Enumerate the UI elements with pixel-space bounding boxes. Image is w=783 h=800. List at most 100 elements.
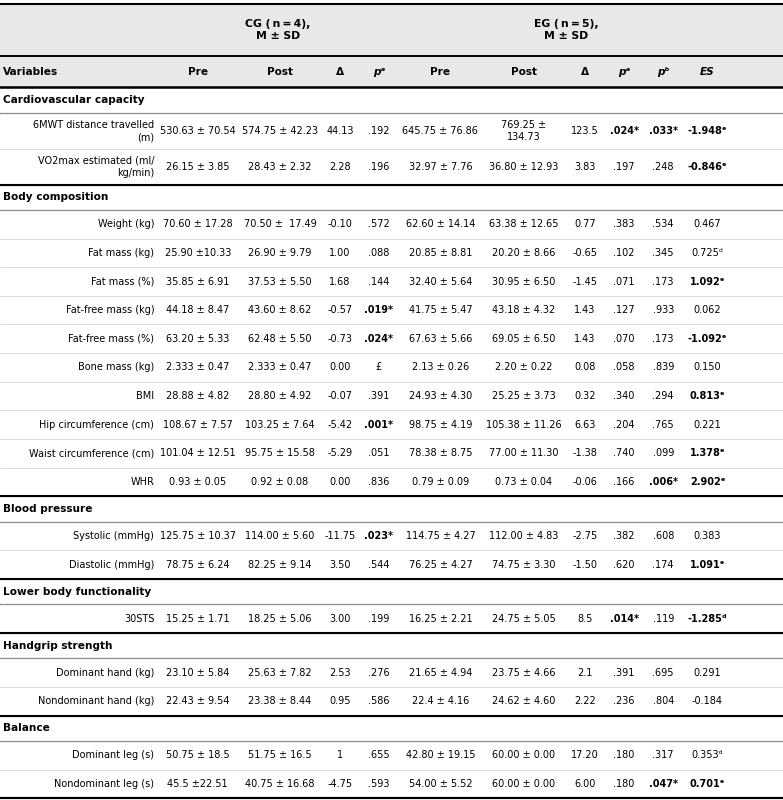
Text: 42.80 ± 19.15: 42.80 ± 19.15	[406, 750, 475, 761]
Text: 54.00 ± 5.52: 54.00 ± 5.52	[409, 779, 472, 789]
Text: 1.43: 1.43	[574, 334, 596, 344]
Text: Diastolic (mmHg): Diastolic (mmHg)	[69, 560, 154, 570]
Bar	[0, 87, 783, 113]
Text: .391: .391	[368, 391, 390, 401]
Text: Variables: Variables	[3, 66, 58, 77]
Text: .173: .173	[652, 334, 674, 344]
Text: 21.65 ± 4.94: 21.65 ± 4.94	[409, 668, 472, 678]
Text: Dominant leg (s): Dominant leg (s)	[72, 750, 154, 761]
Text: 26.15 ± 3.85: 26.15 ± 3.85	[166, 162, 229, 172]
Text: .345: .345	[652, 248, 674, 258]
Text: .023*: .023*	[364, 531, 394, 541]
Text: Balance: Balance	[3, 723, 50, 734]
Text: 44.13: 44.13	[326, 126, 354, 136]
Text: -0.06: -0.06	[572, 477, 597, 487]
Text: Fat mass (%): Fat mass (%)	[91, 277, 154, 286]
Text: 17.20: 17.20	[571, 750, 599, 761]
Text: .695: .695	[652, 668, 674, 678]
Text: 6.63: 6.63	[574, 420, 596, 430]
Text: 51.75 ± 16.5: 51.75 ± 16.5	[248, 750, 312, 761]
Text: .127: .127	[613, 305, 635, 315]
Text: .099: .099	[652, 448, 674, 458]
Text: 23.75 ± 4.66: 23.75 ± 4.66	[492, 668, 556, 678]
Text: .383: .383	[613, 219, 635, 230]
Text: -2.75: -2.75	[572, 531, 597, 541]
Text: .102: .102	[613, 248, 635, 258]
Text: .839: .839	[652, 362, 674, 373]
Text: Nondominant leg (s): Nondominant leg (s)	[54, 779, 154, 789]
Text: .608: .608	[652, 531, 674, 541]
Text: 0.32: 0.32	[574, 391, 596, 401]
Text: VO2max estimated (ml/
kg/min): VO2max estimated (ml/ kg/min)	[38, 155, 154, 178]
Text: .058: .058	[613, 362, 635, 373]
Text: .166: .166	[613, 477, 635, 487]
Text: 95.75 ± 15.58: 95.75 ± 15.58	[245, 448, 315, 458]
Text: Nondominant hand (kg): Nondominant hand (kg)	[38, 696, 154, 706]
Text: 32.40 ± 5.64: 32.40 ± 5.64	[409, 277, 472, 286]
Text: Blood pressure: Blood pressure	[3, 504, 92, 514]
Text: -1.285ᵈ: -1.285ᵈ	[687, 614, 727, 624]
Text: .836: .836	[368, 477, 390, 487]
Text: 0.725ᵈ: 0.725ᵈ	[691, 248, 723, 258]
Text: Handgrip strength: Handgrip strength	[3, 641, 113, 650]
Text: 82.25 ± 9.14: 82.25 ± 9.14	[248, 560, 312, 570]
Bar	[0, 238, 783, 267]
Text: -0.846ᵉ: -0.846ᵉ	[687, 162, 727, 172]
Bar	[0, 716, 783, 741]
Bar	[0, 149, 783, 185]
Bar	[0, 113, 783, 149]
Text: 24.75 ± 5.05: 24.75 ± 5.05	[492, 614, 556, 624]
Text: 1.68: 1.68	[329, 277, 351, 286]
Text: 32.97 ± 7.76: 32.97 ± 7.76	[409, 162, 472, 172]
Text: 0.062: 0.062	[694, 305, 721, 315]
Text: 20.20 ± 8.66: 20.20 ± 8.66	[493, 248, 555, 258]
Text: 62.48 ± 5.50: 62.48 ± 5.50	[248, 334, 312, 344]
Text: 25.90 ±10.33: 25.90 ±10.33	[164, 248, 231, 258]
Text: 28.80 ± 4.92: 28.80 ± 4.92	[248, 391, 312, 401]
Text: 23.10 ± 5.84: 23.10 ± 5.84	[166, 668, 229, 678]
Text: -1.38: -1.38	[572, 448, 597, 458]
Bar	[0, 325, 783, 353]
Text: .019*: .019*	[364, 305, 394, 315]
Text: 1.378ᵉ: 1.378ᵉ	[690, 448, 725, 458]
Bar	[0, 353, 783, 382]
Bar	[0, 56, 783, 87]
Text: .180: .180	[613, 779, 635, 789]
Text: 23.38 ± 8.44: 23.38 ± 8.44	[248, 696, 312, 706]
Bar	[0, 522, 783, 550]
Text: 123.5: 123.5	[571, 126, 599, 136]
Text: 43.18 ± 4.32: 43.18 ± 4.32	[493, 305, 555, 315]
Text: 0.150: 0.150	[694, 362, 721, 373]
Text: 103.25 ± 7.64: 103.25 ± 7.64	[245, 420, 315, 430]
Bar	[0, 439, 783, 467]
Text: 15.25 ± 1.71: 15.25 ± 1.71	[166, 614, 229, 624]
Text: 70.60 ± 17.28: 70.60 ± 17.28	[163, 219, 233, 230]
Text: 108.67 ± 7.57: 108.67 ± 7.57	[163, 420, 233, 430]
Text: -0.57: -0.57	[327, 305, 352, 315]
Text: 0.813ᵉ: 0.813ᵉ	[690, 391, 725, 401]
Text: 0.701ᵉ: 0.701ᵉ	[690, 779, 725, 789]
Text: 63.38 ± 12.65: 63.38 ± 12.65	[489, 219, 558, 230]
Text: -1.50: -1.50	[572, 560, 597, 570]
Text: 76.25 ± 4.27: 76.25 ± 4.27	[409, 560, 472, 570]
Text: 35.85 ± 6.91: 35.85 ± 6.91	[166, 277, 229, 286]
Bar	[0, 579, 783, 604]
Text: Cardiovascular capacity: Cardiovascular capacity	[3, 95, 145, 106]
Text: .174: .174	[652, 560, 674, 570]
Bar	[0, 550, 783, 579]
Bar	[0, 210, 783, 238]
Text: 101.04 ± 12.51: 101.04 ± 12.51	[160, 448, 236, 458]
Text: 60.00 ± 0.00: 60.00 ± 0.00	[493, 750, 555, 761]
Text: Fat-free mass (kg): Fat-free mass (kg)	[66, 305, 154, 315]
Text: 1.00: 1.00	[329, 248, 351, 258]
Text: Bone mass (kg): Bone mass (kg)	[78, 362, 154, 373]
Text: 2.53: 2.53	[329, 668, 351, 678]
Text: .236: .236	[613, 696, 635, 706]
Text: 50.75 ± 18.5: 50.75 ± 18.5	[166, 750, 229, 761]
Text: .144: .144	[368, 277, 390, 286]
Text: 22.4 ± 4.16: 22.4 ± 4.16	[412, 696, 469, 706]
Text: .014*: .014*	[609, 614, 639, 624]
Text: 0.00: 0.00	[329, 362, 351, 373]
Text: 20.85 ± 8.81: 20.85 ± 8.81	[409, 248, 472, 258]
Bar	[0, 741, 783, 770]
